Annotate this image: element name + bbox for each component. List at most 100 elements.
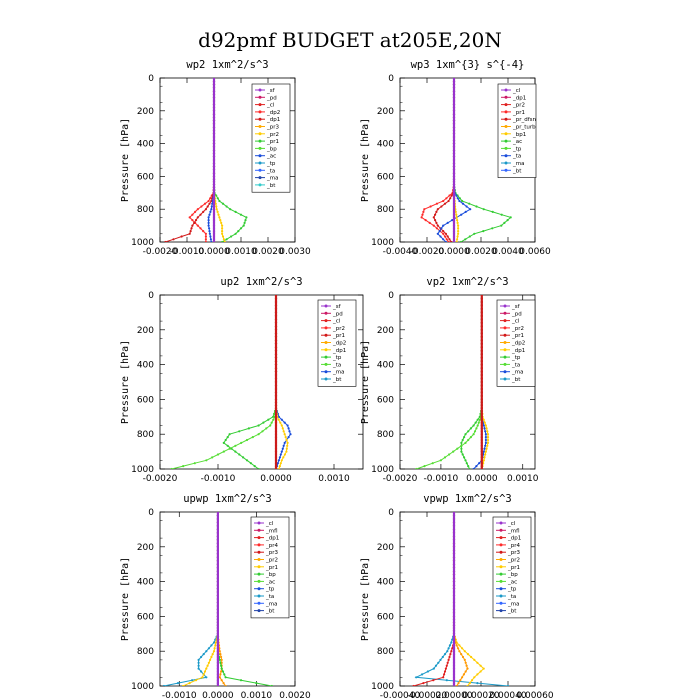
data-point xyxy=(434,664,438,667)
series-line-tp xyxy=(473,295,487,469)
data-point xyxy=(452,116,456,119)
legend-label: _mfl xyxy=(265,528,278,534)
data-point xyxy=(212,194,216,197)
data-point xyxy=(274,459,278,462)
legend-box xyxy=(497,83,537,178)
plot-frame xyxy=(159,511,296,687)
data-point xyxy=(199,227,202,230)
y-tick-label: 800 xyxy=(377,205,394,215)
data-point xyxy=(205,667,208,670)
data-point xyxy=(480,424,483,427)
data-point xyxy=(207,221,210,224)
data-point xyxy=(182,465,185,468)
x-tick-label: 0.0000 xyxy=(438,247,470,257)
legend-marker xyxy=(258,103,262,107)
legend-marker xyxy=(504,168,508,172)
data-point xyxy=(480,377,483,380)
data-point xyxy=(436,232,439,235)
y-axis-label: Pressure [hPa] xyxy=(120,557,131,641)
legend-label: _ac xyxy=(512,139,522,145)
data-point xyxy=(281,447,284,450)
legend-marker xyxy=(503,304,507,308)
panel-title: vpwp 1xm^2/s^3 xyxy=(423,493,512,505)
data-point xyxy=(480,421,483,424)
data-point xyxy=(253,465,256,468)
data-point xyxy=(215,194,218,197)
data-point xyxy=(251,436,254,439)
data-point xyxy=(472,424,475,427)
legend-marker xyxy=(503,355,507,359)
legend-marker xyxy=(499,521,503,525)
data-point xyxy=(432,216,435,219)
data-point xyxy=(452,227,456,230)
y-tick-label: 0 xyxy=(148,291,154,301)
data-point xyxy=(452,219,456,222)
data-point xyxy=(483,447,486,450)
legend-marker xyxy=(324,341,328,344)
data-point xyxy=(212,116,216,119)
data-point xyxy=(212,145,216,148)
data-point xyxy=(197,667,200,670)
data-point xyxy=(480,318,483,321)
legend-label: _cl xyxy=(266,103,275,109)
data-point xyxy=(484,450,487,453)
data-point xyxy=(476,424,479,427)
data-point xyxy=(480,456,483,459)
data-point xyxy=(443,670,447,673)
data-point xyxy=(500,213,503,216)
series-line-dp2 xyxy=(188,78,215,242)
data-point xyxy=(212,191,216,194)
data-point xyxy=(440,227,443,230)
data-point xyxy=(442,232,445,235)
x-tick-label: 0.0020 xyxy=(465,247,497,257)
data-point xyxy=(480,387,483,391)
panels: wp2 1xm^2/s^3 Pressure [hPa] 0 200 400 600 800… xyxy=(120,59,554,700)
data-point xyxy=(212,142,216,145)
data-point xyxy=(457,227,460,230)
data-point xyxy=(244,219,247,222)
legend-label: _pr3 xyxy=(266,125,280,131)
y-tick-label: 0 xyxy=(148,74,154,84)
data-point xyxy=(484,453,487,456)
data-point xyxy=(482,208,485,211)
data-point xyxy=(212,178,216,181)
data-point xyxy=(274,404,278,407)
data-point xyxy=(218,650,221,653)
y-tick-label: 400 xyxy=(137,578,154,588)
data-point xyxy=(452,629,456,633)
y-tick-label: 1000 xyxy=(371,238,394,248)
data-point xyxy=(216,573,219,576)
legend-marker xyxy=(504,117,508,121)
data-point xyxy=(283,421,286,424)
legend-label: _pr3 xyxy=(507,550,521,556)
data-point xyxy=(216,512,219,514)
legend-label: _dp2 xyxy=(511,341,525,347)
data-point xyxy=(274,297,278,300)
data-point xyxy=(287,436,290,439)
data-point xyxy=(469,208,472,211)
data-point xyxy=(452,83,456,86)
legend-label: _tp xyxy=(266,161,276,167)
x-tick-label: -0.0040 xyxy=(383,247,418,257)
data-point xyxy=(449,653,452,656)
data-point xyxy=(482,667,485,670)
panel-5: upwp 1xm^2/s^3 Pressure [hPa] 0 200 400 600 80… xyxy=(120,493,311,700)
data-point xyxy=(484,436,487,439)
data-point xyxy=(216,626,219,630)
data-point xyxy=(435,227,438,230)
data-point xyxy=(445,679,448,682)
legend-label: _bt xyxy=(266,183,276,189)
data-point xyxy=(464,433,467,436)
x-tick-label: 0.0020 xyxy=(279,691,311,700)
data-point xyxy=(210,208,213,211)
data-point xyxy=(466,653,470,656)
data-point xyxy=(480,412,483,415)
data-point xyxy=(452,202,456,205)
data-point xyxy=(452,542,456,545)
y-tick-label: 1000 xyxy=(131,238,154,248)
x-tick-label: -0.00020 xyxy=(407,691,448,700)
data-point xyxy=(439,235,442,238)
data-point xyxy=(204,240,207,242)
data-point xyxy=(239,679,243,682)
panel-title: up2 1xm^2/s^3 xyxy=(220,276,302,288)
